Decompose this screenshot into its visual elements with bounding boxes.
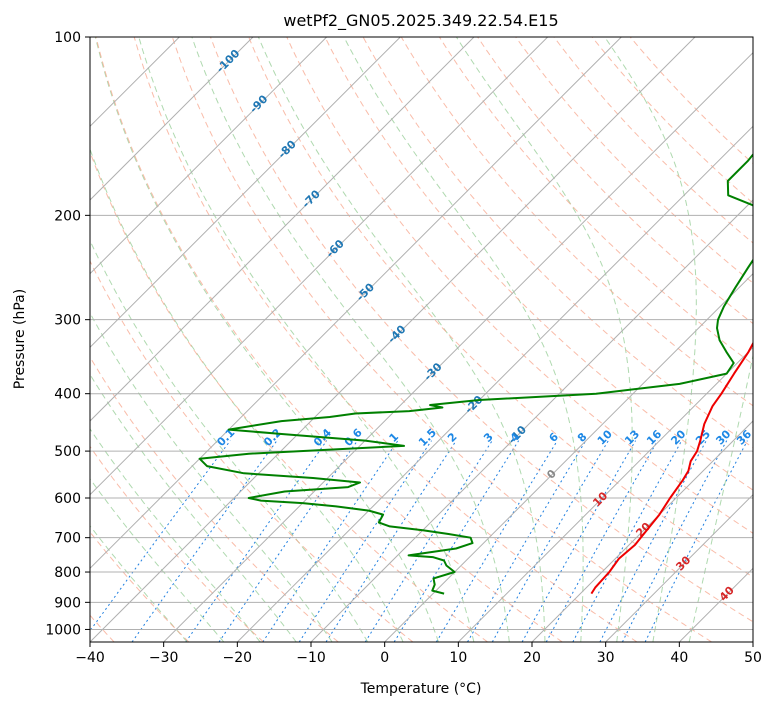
y-axis-label: Pressure (hPa) — [12, 289, 28, 389]
isotherm-line — [90, 37, 475, 422]
dry-adiabat-line — [133, 37, 638, 642]
isotherm-line — [90, 37, 328, 275]
moist-adiabat-line — [343, 37, 584, 642]
isotherms — [90, 37, 753, 642]
x-axis: −40 −30 −20 −10 0 10 20 30 40 50 — [75, 642, 762, 666]
chart-title: wetPf2_GN05.2025.349.22.54.E15 — [283, 11, 558, 31]
x-axis-label: Temperature (°C) — [360, 681, 482, 697]
x-tick-label: 30 — [597, 650, 615, 666]
y-axis: 100 200 300 400 500 600 700 800 900 1000 — [45, 30, 90, 638]
isobars — [90, 37, 753, 630]
isotherm-line — [531, 420, 753, 642]
isotherm-line — [236, 125, 753, 642]
mixing-ratio-line — [131, 440, 278, 642]
mixing-ratio-label: 36 — [734, 427, 754, 447]
mixing-ratio-line — [90, 440, 231, 632]
x-tick-label: −10 — [296, 650, 326, 666]
y-tick-label: 100 — [54, 30, 81, 46]
isotherm-line — [90, 37, 622, 570]
moist-adiabat-line — [90, 239, 369, 642]
y-tick-label: 400 — [54, 387, 81, 403]
isotherm-line — [457, 346, 753, 642]
y-tick-label: 600 — [54, 491, 81, 507]
x-tick-label: 40 — [670, 650, 688, 666]
dry-adiabat-line — [95, 37, 563, 642]
x-tick-label: −30 — [149, 650, 179, 666]
x-tick-label: 20 — [523, 650, 541, 666]
dry-adiabat-line — [90, 259, 414, 642]
moist-adiabat-line — [138, 37, 475, 642]
dry-adiabat-line — [324, 37, 753, 491]
moist-adiabat-line — [90, 147, 404, 642]
moist-adiabat-line — [455, 37, 633, 642]
y-tick-label: 1000 — [45, 622, 81, 638]
x-tick-label: 10 — [449, 650, 467, 666]
moist-adiabat-line — [90, 373, 297, 642]
y-tick-label: 200 — [54, 208, 81, 224]
dry-adiabat-line — [171, 37, 712, 642]
isotherm-line — [90, 37, 696, 642]
y-tick-label: 300 — [54, 313, 81, 329]
moist-adiabat-line — [90, 311, 333, 642]
mixing-ratio-line — [599, 440, 707, 642]
mixing-ratio-line — [262, 440, 399, 642]
dry-adiabat-line — [248, 37, 753, 578]
mixing-ratio-line — [298, 440, 432, 642]
moist-adiabat-line — [688, 353, 753, 642]
isotherm-line — [163, 51, 753, 642]
y-tick-label: 800 — [54, 565, 81, 581]
moist-adiabat-line — [94, 37, 439, 642]
isotherm-line — [90, 37, 254, 201]
dry-adiabat-line — [286, 37, 753, 534]
y-tick-label: 700 — [54, 531, 81, 547]
temperature-line — [590, 341, 753, 595]
x-tick-label: 50 — [744, 650, 762, 666]
isotherm-line — [605, 493, 753, 642]
dry-adiabat-line — [90, 356, 339, 642]
mixing-ratio-line — [621, 440, 728, 642]
mixing-ratio-line — [435, 440, 558, 642]
profile-series — [198, 152, 753, 595]
moist-adiabat-line — [604, 37, 697, 642]
y-tick-label: 900 — [54, 595, 81, 611]
moist-adiabat-line — [90, 477, 225, 642]
moist-adiabat-line — [90, 525, 188, 642]
moist-adiabat-line — [90, 427, 261, 642]
plot-frame — [89, 36, 754, 643]
y-tick-label: 500 — [54, 444, 81, 460]
x-tick-label: 0 — [380, 650, 389, 666]
x-tick-label: −40 — [75, 650, 105, 666]
mixing-ratio-line — [325, 440, 457, 642]
isotherm-line — [310, 199, 753, 642]
mixing-ratio-line — [644, 440, 748, 642]
moist-adiabat-line — [257, 37, 546, 642]
isotherm-line — [90, 37, 401, 349]
dry-adiabats — [90, 37, 753, 642]
dewpoint-line — [198, 152, 753, 595]
mixing-ratio-line — [364, 440, 493, 642]
moist-adiabats — [90, 37, 753, 642]
isotherm-line — [384, 272, 753, 642]
moist-adiabat-line — [191, 37, 510, 642]
x-tick-label: −20 — [223, 650, 253, 666]
isotherm-line — [90, 37, 549, 496]
dry-adiabat-line — [90, 445, 264, 642]
dry-adiabat-line — [210, 37, 753, 623]
mixing-ratio-line — [572, 440, 683, 642]
dry-adiabat-line — [515, 37, 753, 284]
